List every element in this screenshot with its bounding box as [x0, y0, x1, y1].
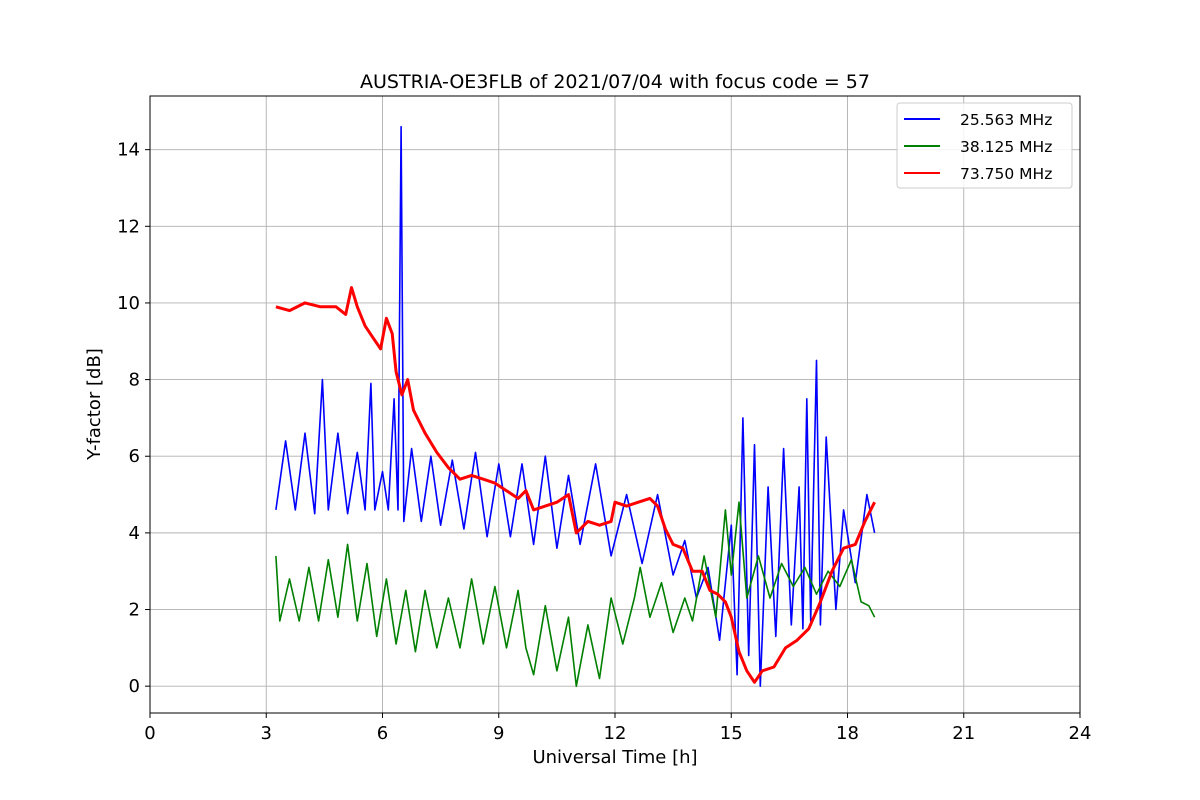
x-tick-label: 15: [720, 723, 743, 744]
legend-label: 73.750 MHz: [960, 165, 1052, 183]
y-tick-label: 6: [129, 446, 140, 467]
x-tick-label: 0: [144, 723, 155, 744]
x-tick-label: 6: [377, 723, 388, 744]
x-tick-label: 9: [493, 723, 504, 744]
y-tick-label: 12: [117, 216, 140, 237]
series-line-3: [275, 286, 876, 684]
x-tick-label: 12: [604, 723, 627, 744]
plot-area: [275, 125, 876, 687]
y-tick-label: 10: [117, 293, 140, 314]
y-tick-label: 14: [117, 140, 140, 161]
legend-label: 25.563 MHz: [960, 111, 1052, 129]
x-tick-label: 24: [1069, 723, 1092, 744]
y-tick-label: 0: [129, 676, 140, 697]
series-line-2: [275, 501, 876, 687]
legend: 25.563 MHz 38.125 MHz 73.750 MHz: [896, 102, 1073, 189]
series-layer: [275, 125, 876, 687]
y-tick-label: 4: [129, 523, 140, 544]
chart-title: AUSTRIA-OE3FLB of 2021/07/04 with focus …: [360, 71, 870, 93]
y-axis-title: Y-factor [dB]: [84, 348, 105, 461]
x-axis: 0 3 6 9 12 15 18 21 24: [144, 713, 1091, 744]
x-tick-label: 3: [261, 723, 272, 744]
y-axis: 0 2 4 6 8 10 12 14: [117, 140, 150, 697]
x-axis-title: Universal Time [h]: [532, 747, 697, 768]
y-tick-label: 2: [129, 600, 140, 621]
series-line-1: [275, 125, 876, 687]
x-tick-label: 21: [952, 723, 975, 744]
y-tick-label: 8: [129, 370, 140, 391]
x-tick-label: 18: [836, 723, 859, 744]
legend-label: 38.125 MHz: [960, 138, 1052, 156]
legend-box: [896, 102, 1073, 189]
